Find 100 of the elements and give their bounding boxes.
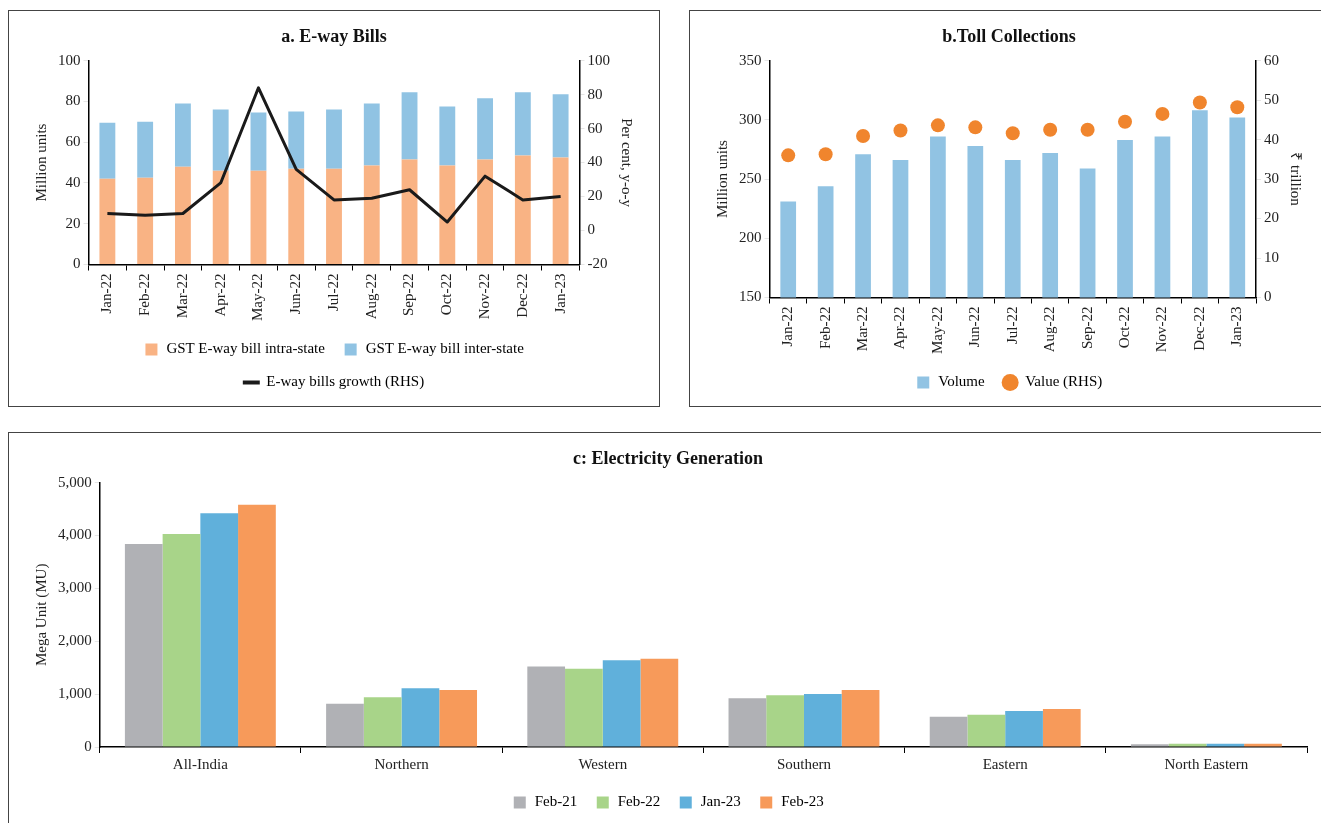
chart-title: a. E-way Bills — [281, 26, 387, 47]
y-tick-label: 100 — [58, 51, 81, 68]
bar — [124, 543, 163, 747]
y2-tick-label: 0 — [587, 221, 595, 238]
legend-label: Value (RHS) — [1025, 373, 1103, 391]
y-tick-label: 200 — [739, 229, 762, 246]
bar — [527, 666, 566, 747]
x-tick-label: Mar-22 — [173, 273, 190, 319]
bar — [162, 533, 201, 747]
bar — [401, 92, 418, 160]
y-axis-title: Million units — [32, 123, 49, 202]
bar — [1005, 711, 1043, 747]
point — [818, 147, 833, 162]
x-tick-label: Feb-22 — [816, 306, 833, 350]
y-tick-label: 350 — [739, 51, 762, 68]
y2-tick-label: 100 — [587, 51, 610, 68]
legend-label: Feb-23 — [781, 793, 824, 810]
bar — [174, 103, 191, 167]
y-tick-label: 5,000 — [58, 473, 92, 490]
x-tick-label: Feb-22 — [136, 273, 153, 317]
x-tick-label: Western — [578, 755, 628, 772]
bar — [137, 177, 154, 265]
point — [1192, 95, 1207, 110]
y2-tick-label: 10 — [1264, 248, 1279, 265]
bar — [238, 504, 276, 747]
x-tick-label: Sep-22 — [400, 273, 417, 317]
y-axis-title: Million units — [713, 139, 730, 219]
legend-label: Jan-23 — [700, 793, 741, 810]
point — [893, 123, 908, 138]
bar — [250, 112, 267, 171]
x-tick-label: Oct-22 — [438, 273, 455, 316]
x-tick-label: Oct-22 — [1115, 306, 1132, 349]
x-tick-label: Nov-22 — [476, 273, 493, 320]
x-tick-label: Jul-22 — [1003, 306, 1020, 345]
bar — [1244, 743, 1282, 747]
bar — [728, 698, 767, 747]
bar — [326, 703, 364, 747]
point — [930, 118, 945, 133]
x-tick-label: Aug-22 — [1041, 306, 1058, 353]
bar — [565, 668, 603, 747]
chart-title: c: Electricity Generation — [573, 448, 763, 469]
bar — [1130, 744, 1169, 747]
x-tick-label: May-22 — [928, 306, 945, 355]
y2-tick-label: -20 — [587, 255, 608, 272]
x-tick-label: Jan-22 — [779, 306, 796, 347]
bar — [929, 716, 968, 747]
bar — [514, 155, 531, 265]
legend-label: GST E-way bill inter-state — [365, 340, 525, 357]
legend-label: Feb-21 — [534, 793, 578, 810]
y-tick-label: 80 — [65, 92, 81, 109]
bar — [1168, 743, 1207, 747]
point — [1005, 126, 1020, 141]
bar — [602, 660, 641, 747]
point — [1043, 122, 1058, 137]
legend-label: GST E-way bill intra-state — [166, 340, 326, 357]
bar — [99, 178, 116, 265]
y2-tick-label: 40 — [587, 153, 603, 170]
legend-label: Volume — [938, 373, 985, 390]
y-tick-label: 0 — [73, 255, 81, 272]
point — [856, 129, 871, 144]
y-tick-label: 4,000 — [58, 526, 92, 543]
x-tick-label: North Eastern — [1164, 755, 1249, 772]
bar — [200, 513, 239, 747]
y-tick-label: 20 — [65, 214, 81, 231]
legend-label: E-way bills growth (RHS) — [266, 373, 425, 391]
point — [1230, 100, 1245, 115]
y-tick-label: 60 — [65, 133, 81, 150]
y2-tick-label: 60 — [587, 119, 603, 136]
x-tick-label: Jan-22 — [98, 273, 115, 314]
x-tick-label: Eastern — [982, 755, 1029, 772]
x-tick-label: All-India — [172, 755, 229, 772]
y2-tick-label: 0 — [1264, 288, 1272, 305]
bar — [1042, 708, 1081, 747]
y-tick-label: 0 — [84, 737, 92, 754]
y-tick-label: 3,000 — [58, 579, 92, 596]
bar — [552, 157, 569, 265]
y-tick-label: 300 — [739, 110, 762, 127]
y-tick-label: 1,000 — [58, 685, 92, 702]
bar — [803, 694, 842, 747]
bar — [99, 122, 116, 179]
y2-tick-label: 30 — [1264, 169, 1279, 186]
point — [1155, 106, 1170, 121]
bar — [363, 103, 380, 166]
bar — [640, 658, 679, 747]
y2-tick-label: 50 — [1264, 91, 1279, 108]
point — [1080, 122, 1095, 137]
bar — [250, 170, 267, 265]
y2-tick-label: 80 — [587, 85, 603, 102]
x-tick-label: Dec-22 — [513, 273, 530, 318]
bar — [326, 168, 342, 265]
x-tick-label: May-22 — [249, 273, 266, 322]
y-axis-title: Mega Unit (MU) — [32, 563, 50, 667]
bar — [212, 109, 229, 171]
x-tick-label: Jun-22 — [966, 306, 983, 348]
x-tick-label: Aug-22 — [362, 273, 379, 320]
x-tick-label: Dec-22 — [1190, 306, 1207, 351]
x-tick-label: Apr-22 — [211, 273, 228, 317]
bar — [477, 98, 494, 160]
bar — [439, 165, 456, 265]
bar — [439, 106, 456, 166]
